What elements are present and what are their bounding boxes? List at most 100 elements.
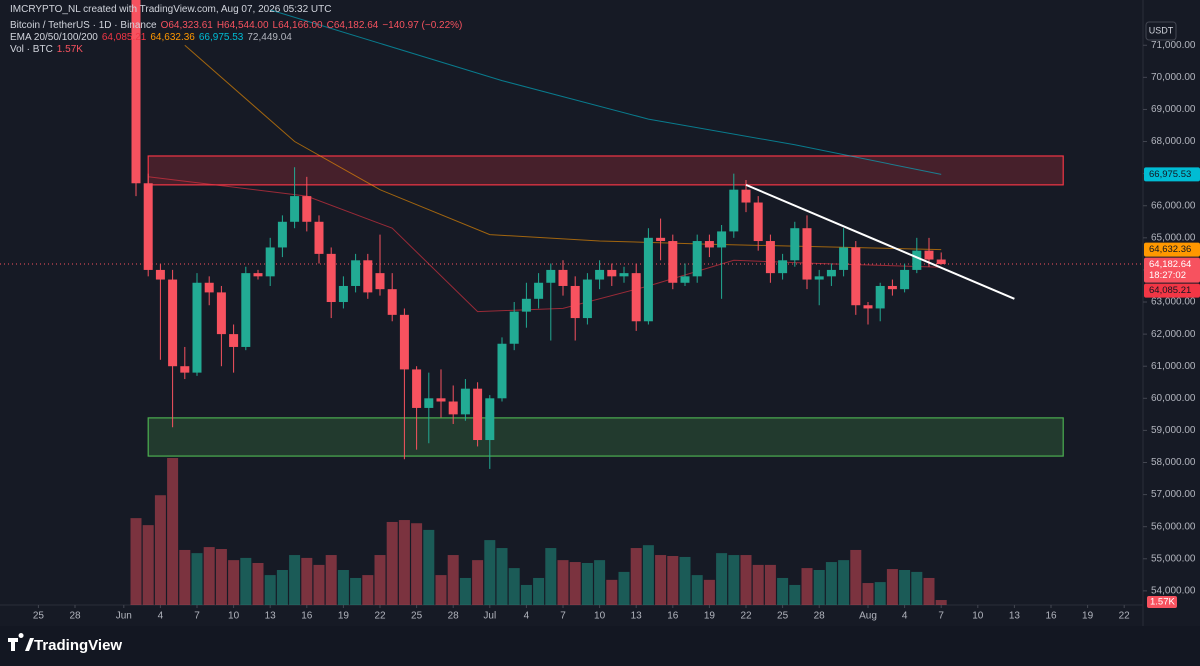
- currency-button[interactable]: [1145, 21, 1177, 41]
- candle: [351, 253, 361, 293]
- candle: [863, 302, 873, 325]
- x-tick-label: 13: [265, 611, 277, 622]
- candle: [180, 346, 190, 380]
- candle: [643, 228, 653, 325]
- volume-bar: [496, 548, 508, 605]
- x-tick-label: 10: [594, 611, 606, 622]
- volume-bar: [801, 568, 813, 605]
- candle-body: [412, 369, 422, 408]
- candle-body: [485, 398, 495, 441]
- x-tick-label: 10: [228, 611, 240, 622]
- volume-bar: [325, 555, 337, 605]
- volume-bar: [411, 523, 423, 605]
- volume-bar: [789, 584, 801, 605]
- candle: [668, 234, 678, 290]
- ema-line: [270, 9, 942, 175]
- volume-bar: [374, 555, 386, 605]
- candle-body: [924, 250, 934, 260]
- candle: [717, 224, 727, 299]
- price-label-box: [1144, 283, 1200, 298]
- candle-body: [582, 279, 592, 319]
- candle-body: [509, 311, 519, 344]
- y-tick-label: 68,000.00: [1151, 136, 1196, 147]
- ohlc-value: −140.97 (−0.22%): [382, 20, 463, 31]
- candle: [900, 263, 910, 293]
- candle-body: [351, 260, 361, 286]
- candle: [814, 269, 824, 306]
- y-tick-label: 54,000.00: [1151, 586, 1196, 597]
- x-tick-label: 16: [1045, 611, 1057, 622]
- y-tick-label: 62,000.00: [1151, 329, 1196, 340]
- volume-bar: [642, 545, 654, 605]
- candle: [192, 273, 202, 376]
- candle: [229, 324, 239, 373]
- candle: [509, 302, 519, 351]
- candle: [607, 263, 617, 286]
- candle-body: [887, 285, 897, 290]
- x-tick-label: 25: [777, 611, 789, 622]
- x-tick-label: 25: [411, 611, 423, 622]
- volume-bar: [850, 549, 862, 605]
- y-tick-label: 69,000.00: [1151, 104, 1196, 115]
- volume-bar: [301, 557, 313, 605]
- candle: [326, 247, 336, 319]
- price-label: 66,975.53: [1144, 167, 1200, 182]
- candle-body: [558, 269, 568, 286]
- volume-bar: [179, 549, 191, 605]
- candle-body: [863, 305, 873, 309]
- currency[interactable]: USDT: [1149, 25, 1174, 35]
- candle: [936, 252, 946, 265]
- ema-label: EMA 20/50/100/200: [10, 32, 98, 43]
- candle-body: [436, 398, 446, 402]
- candle-body: [241, 273, 251, 347]
- candle: [534, 273, 544, 309]
- x-tick-label: 13: [631, 611, 643, 622]
- y-tick-label: 56,000.00: [1151, 521, 1196, 532]
- candle: [778, 253, 788, 280]
- price-pane: [0, 0, 1143, 605]
- candle: [412, 366, 422, 450]
- volume-bar: [276, 570, 288, 605]
- candle: [363, 253, 373, 299]
- ema-row: EMA 20/50/100/200 64,085.21 64,632.36 66,97…: [10, 32, 470, 44]
- candle-body: [521, 298, 531, 312]
- volume-bar: [130, 518, 142, 605]
- candle: [424, 372, 434, 444]
- candle: [887, 279, 897, 296]
- zone: [147, 155, 1064, 186]
- candle-body: [216, 292, 226, 335]
- x-tick-label: 22: [740, 611, 752, 622]
- candle: [619, 266, 629, 283]
- symbol: Bitcoin / TetherUS · 1D · Binance: [10, 20, 157, 31]
- x-tick-label: 19: [338, 611, 350, 622]
- y-tick-label: 57,000.00: [1151, 489, 1196, 500]
- volume-bar: [679, 556, 691, 605]
- candle: [497, 337, 507, 402]
- candle-body: [851, 247, 861, 306]
- volume-bar: [435, 575, 447, 605]
- candle-body: [448, 401, 458, 415]
- ema-value: 66,975.53: [198, 32, 244, 43]
- candle-body: [680, 276, 690, 283]
- candle-body: [802, 228, 812, 280]
- x-tick-label: 25: [33, 611, 45, 622]
- volume-row: Vol · BTC 1.57K: [10, 44, 470, 56]
- volume-bar: [618, 571, 630, 605]
- volume-title: Vol · BTC: [10, 44, 53, 55]
- candle: [253, 269, 263, 280]
- candle-body: [826, 269, 836, 277]
- price-label-box: [1144, 242, 1200, 257]
- volume-bar: [813, 570, 825, 605]
- x-tick-label: 19: [704, 611, 716, 622]
- candle: [704, 234, 714, 258]
- volume-value: 1.57K: [56, 44, 83, 55]
- candle: [595, 260, 605, 290]
- candle-body: [277, 221, 287, 248]
- volume-bar: [581, 563, 593, 605]
- candle: [582, 273, 592, 325]
- trendline: [745, 183, 1015, 300]
- y-tick-label: 60,000.00: [1151, 393, 1196, 404]
- volume-bar: [252, 563, 264, 605]
- x-tick-label: 28: [814, 611, 826, 622]
- volume-bar: [167, 458, 179, 605]
